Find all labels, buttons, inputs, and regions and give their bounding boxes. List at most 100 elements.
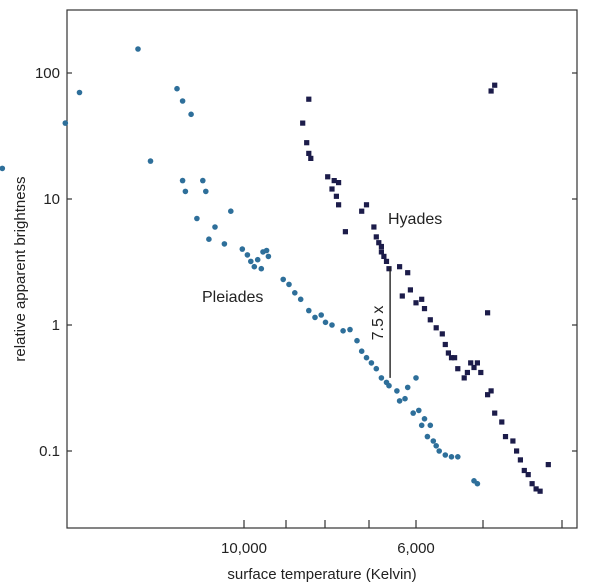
- pleiades-point: [442, 452, 449, 458]
- pleiades-point: [404, 384, 411, 391]
- hyades-point: [521, 467, 527, 474]
- hyades-point: [325, 174, 331, 180]
- hyades-point: [371, 224, 377, 230]
- pleiades-point: [206, 236, 212, 242]
- hyades-point: [471, 364, 477, 371]
- hyades-label: Hyades: [388, 211, 442, 228]
- pleiades-point: [394, 388, 400, 394]
- pleiades-point: [413, 375, 419, 381]
- pleiades-point: [76, 89, 83, 96]
- hyades-point: [427, 317, 433, 323]
- pleiades-point: [179, 98, 186, 104]
- pleiades-point: [200, 177, 206, 184]
- hyades-point: [308, 155, 314, 161]
- pleiades-point: [322, 319, 329, 326]
- pleiades-point: [427, 422, 434, 429]
- pleiades-point: [363, 354, 370, 361]
- pleiades-point: [203, 188, 209, 195]
- pleiades-point: [436, 448, 443, 454]
- pleiades-point: [430, 438, 437, 444]
- hyades-point: [397, 264, 403, 270]
- hyades-point: [336, 202, 342, 208]
- hyades-point: [485, 392, 491, 398]
- hyades-point: [359, 208, 365, 214]
- hyades-point: [300, 120, 306, 126]
- y-tick-label-100: 100: [35, 65, 60, 82]
- pleiades-point: [194, 215, 200, 222]
- pleiades-point: [433, 443, 440, 449]
- pleiades-point: [147, 158, 154, 164]
- pleiades-point: [0, 165, 6, 172]
- hyades-point: [545, 462, 551, 468]
- pleiades-point: [182, 188, 189, 195]
- pleiades-label: Pleiades: [202, 289, 263, 306]
- pleiades-point: [179, 177, 186, 184]
- pleiades-point: [135, 46, 141, 52]
- hyades-point: [373, 234, 379, 240]
- hyades-point: [329, 186, 335, 192]
- hyades-point: [448, 355, 455, 361]
- hyades-point: [405, 270, 411, 276]
- pleiades-point: [212, 224, 218, 230]
- y-ticks: [67, 72, 577, 452]
- hyades-point: [306, 96, 312, 102]
- pleiades-point: [386, 382, 392, 389]
- hyades-point: [537, 488, 543, 494]
- hyades-point: [381, 253, 387, 259]
- hyades-point: [399, 293, 405, 299]
- hyades-point: [421, 306, 428, 312]
- data-points: [0, 46, 551, 494]
- pleiades-point: [239, 246, 246, 252]
- hyades-point: [514, 448, 520, 454]
- pleiades-point: [280, 276, 287, 283]
- pleiades-point: [265, 253, 272, 260]
- hyades-point: [488, 88, 494, 94]
- pleiades-point: [292, 290, 298, 296]
- hyades-point: [331, 178, 337, 184]
- hyades-point: [376, 240, 382, 246]
- pleiades-point: [410, 410, 417, 416]
- hyades-point: [442, 341, 448, 348]
- hyades-point: [413, 300, 419, 306]
- hyades-point: [492, 410, 498, 416]
- x-axis-title: surface temperature (Kelvin): [227, 566, 416, 583]
- pleiades-point: [254, 256, 261, 263]
- x-tick-label-10000: 10,000: [221, 540, 267, 557]
- pleiades-point: [318, 312, 325, 318]
- hyades-point: [336, 180, 342, 186]
- pleiades-point: [368, 360, 375, 366]
- pleiades-point: [286, 281, 292, 288]
- hyades-point: [533, 486, 539, 492]
- hyades-point: [378, 249, 384, 255]
- hyades-point: [517, 457, 523, 463]
- hyades-point: [461, 375, 467, 381]
- hyades-point: [464, 369, 470, 376]
- hyades-point: [378, 243, 384, 250]
- hyades-point: [386, 266, 392, 272]
- y-tick-label-0.1: 0.1: [39, 443, 60, 460]
- hyades-point: [474, 360, 480, 366]
- hyades-point: [452, 355, 458, 361]
- plot-frame: [66, 9, 578, 529]
- hyades-point: [488, 388, 494, 394]
- y-axis-title: relative apparent brightness: [12, 176, 29, 361]
- pleiades-point: [396, 398, 403, 404]
- pleiades-point: [354, 337, 360, 344]
- pleiades-point: [312, 314, 318, 321]
- hyades-point: [485, 310, 491, 316]
- pleiades-point: [248, 258, 254, 265]
- hyades-point: [478, 369, 484, 376]
- hyades-point: [304, 140, 310, 146]
- y-tick-label-10: 10: [43, 191, 60, 208]
- pleiades-point: [347, 326, 353, 333]
- hyades-point: [529, 481, 535, 487]
- pleiades-point: [244, 252, 251, 258]
- pleiades-point: [62, 120, 69, 126]
- pleiades-point: [418, 422, 425, 429]
- pleiades-point: [373, 365, 380, 372]
- pleiades-point: [174, 85, 180, 92]
- hyades-point: [510, 438, 516, 444]
- x-tick-label-6000: 6,000: [397, 540, 435, 557]
- hyades-point: [468, 360, 474, 366]
- hyades-point: [439, 331, 445, 337]
